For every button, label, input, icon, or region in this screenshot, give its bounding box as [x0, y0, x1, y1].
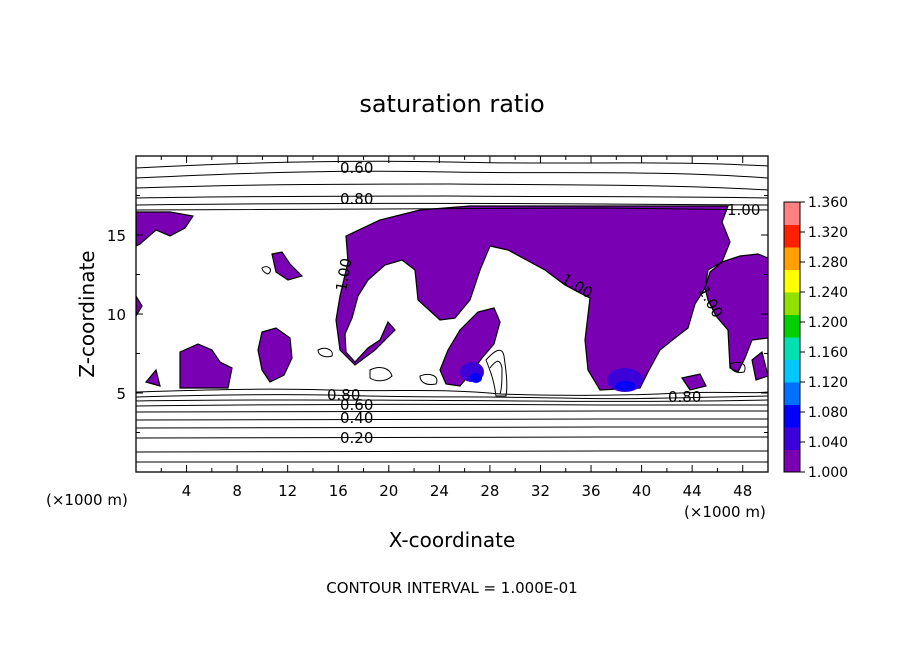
- region-left-edge: [136, 294, 143, 318]
- x-tick-label: 32: [531, 482, 550, 500]
- colorbar-cell: [784, 382, 800, 405]
- contour-lines: [136, 160, 768, 463]
- x-axis-title: X-coordinate: [389, 528, 516, 552]
- colorbar-tick-label: 1.200: [808, 315, 848, 331]
- colorbar: 1.360 1.320 1.280 1.240 1.200 1.160 1.120 1.080…: [783, 195, 848, 481]
- x-tick-label: 20: [379, 482, 398, 500]
- colorbar-tick-label: 1.120: [808, 375, 848, 391]
- colorbar-frame: [783, 201, 801, 473]
- x-tick-label: 16: [329, 482, 348, 500]
- y-axis-units: (×1000 m): [46, 491, 128, 509]
- y-axis-tick-labels: 5 10 15: [107, 227, 126, 403]
- colorbar-cell: [784, 247, 800, 270]
- y-tick-label: 15: [107, 227, 126, 245]
- region-upper-left: [136, 211, 195, 247]
- x-tick-label: 44: [683, 482, 702, 500]
- colorbar-cell: [784, 449, 800, 473]
- region-center-low: [439, 307, 501, 387]
- high-ratio-cores: [460, 362, 643, 392]
- colorbar-tick-label: 1.320: [808, 225, 848, 241]
- colorbar-cell: [784, 427, 800, 450]
- x-tick-label: 36: [581, 482, 600, 500]
- contour-label: 0.80: [327, 386, 360, 404]
- colorbar-ticks: 1.360 1.320 1.280 1.240 1.200 1.160 1.120 1.080…: [800, 195, 848, 481]
- contour-label: 0.20: [340, 429, 373, 447]
- x-axis-tick-labels: 4 8 12 16 20 24 28 32 36 40 44 48: [182, 482, 752, 500]
- x-tick-label: 4: [182, 482, 192, 500]
- colorbar-cell: [784, 404, 800, 428]
- x-tick-label: 8: [232, 482, 242, 500]
- chart-title: saturation ratio: [359, 90, 544, 118]
- contour-label: 0.40: [340, 409, 373, 427]
- contour-label: 0.60: [340, 159, 373, 177]
- colorbar-cell: [784, 269, 800, 293]
- x-axis-units: (×1000 m): [684, 503, 766, 521]
- region-main-cloud: [335, 205, 731, 391]
- x-tick-label: 24: [430, 482, 449, 500]
- region-left-base: [144, 368, 161, 387]
- x-tick-label: 12: [278, 482, 297, 500]
- contour-interval-note: CONTOUR INTERVAL = 1.000E-01: [326, 579, 577, 597]
- region-mid-left: [257, 327, 293, 383]
- colorbar-tick-label: 1.160: [808, 345, 848, 361]
- contour-label: 0.80: [340, 190, 373, 208]
- colorbar-cell: [784, 314, 800, 338]
- colorbar-cell: [784, 202, 800, 225]
- colorbar-tick-label: 1.080: [808, 405, 848, 421]
- contour-label: 0.80: [668, 388, 701, 406]
- x-axis-ticks: [160, 156, 744, 472]
- contour-label: 1.00: [332, 257, 356, 293]
- y-axis-title: Z-coordinate: [75, 250, 99, 377]
- x-tick-label: 48: [733, 482, 752, 500]
- region-right-lower: [681, 373, 707, 391]
- colorbar-tick-label: 1.280: [808, 255, 848, 271]
- region-left-low: [179, 343, 233, 389]
- contour-label: 1.00: [727, 201, 760, 219]
- colorbar-cells: [784, 202, 800, 473]
- colorbar-cell: [784, 224, 800, 248]
- colorbar-cell: [784, 337, 800, 360]
- x-tick-label: 40: [632, 482, 651, 500]
- colorbar-tick-label: 1.040: [808, 435, 848, 451]
- y-axis-ticks: [136, 195, 768, 433]
- colorbar-tick-label: 1.000: [808, 465, 848, 481]
- region-right-edge: [751, 350, 768, 381]
- x-tick-label: 28: [480, 482, 499, 500]
- y-tick-label: 5: [116, 385, 126, 403]
- colorbar-cell: [784, 359, 800, 383]
- supersaturated-regions: [136, 205, 768, 391]
- y-tick-label: 10: [107, 306, 126, 324]
- colorbar-tick-label: 1.240: [808, 285, 848, 301]
- contour-label: 0.60: [340, 396, 373, 414]
- region-upper-small: [271, 251, 304, 281]
- colorbar-cell: [784, 292, 800, 315]
- colorbar-tick-label: 1.360: [808, 195, 848, 211]
